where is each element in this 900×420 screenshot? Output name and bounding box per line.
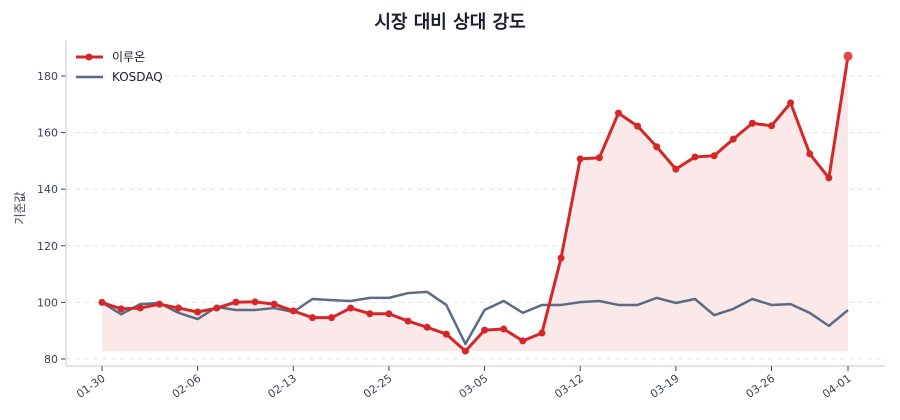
data-point-marker <box>806 150 814 158</box>
latest-point-marker <box>843 51 853 61</box>
data-point-marker <box>270 300 278 308</box>
data-point-marker <box>308 314 316 322</box>
area-fill <box>102 56 848 352</box>
data-point-marker <box>557 254 565 262</box>
data-point-marker <box>289 307 297 315</box>
x-tick-label: 01-30 <box>74 372 108 401</box>
x-tick-label: 02-13 <box>265 372 299 401</box>
data-point-marker <box>748 119 756 127</box>
gridlines <box>66 75 885 360</box>
x-tick-label: 03-19 <box>648 372 682 401</box>
data-point-marker <box>767 122 775 130</box>
data-point-marker <box>423 323 431 331</box>
x-tick-label: 03-26 <box>744 372 778 401</box>
chart-title: 시장 대비 상대 강도 <box>374 12 526 33</box>
y-tick-label: 180 <box>37 70 58 83</box>
data-point-marker <box>194 308 202 316</box>
x-tick-label: 04-01 <box>820 372 854 401</box>
data-point-marker <box>500 325 508 333</box>
y-tick-label: 140 <box>37 183 58 196</box>
x-tick-label: 02-25 <box>361 372 395 401</box>
data-point-marker <box>232 298 240 306</box>
data-point-marker <box>385 310 393 318</box>
stock-line <box>101 55 850 353</box>
data-point-marker <box>155 300 163 308</box>
data-point-marker <box>366 310 374 318</box>
data-point-marker <box>672 165 680 173</box>
y-axis-title: 기준값 <box>13 191 27 224</box>
data-point-marker <box>461 347 469 355</box>
series-lines <box>98 51 853 355</box>
data-point-marker <box>481 326 489 334</box>
data-point-marker <box>576 155 584 163</box>
data-point-marker <box>442 330 450 338</box>
data-point-marker <box>710 152 718 160</box>
data-point-marker <box>213 304 221 312</box>
data-point-marker <box>404 317 412 325</box>
stock-area <box>102 56 848 352</box>
data-point-marker <box>729 135 737 143</box>
y-tick-label: 100 <box>37 296 58 309</box>
data-point-marker <box>787 99 795 107</box>
legend-marker-icon <box>85 53 93 61</box>
data-point-marker <box>653 143 661 151</box>
data-point-marker <box>117 305 125 313</box>
data-point-marker <box>251 298 259 306</box>
data-point-marker <box>595 154 603 162</box>
data-point-marker <box>347 304 355 312</box>
legend-stock-label: 이루온 <box>112 50 145 64</box>
legend: 이루온 KOSDAQ <box>76 50 163 84</box>
y-tick-label: 80 <box>44 353 58 366</box>
y-tick-label: 120 <box>37 240 58 253</box>
x-tick-label: 03-05 <box>457 372 491 401</box>
data-point-marker <box>519 337 527 345</box>
data-point-marker <box>691 153 699 161</box>
data-point-marker <box>175 304 183 312</box>
data-point-marker <box>825 174 833 182</box>
legend-kosdaq-label: KOSDAQ <box>112 70 163 84</box>
x-tick-label: 02-06 <box>170 372 204 401</box>
kosdaq-line <box>101 290 849 346</box>
data-point-marker <box>634 122 642 130</box>
data-point-marker <box>98 298 106 306</box>
x-tick-label: 03-12 <box>552 372 586 401</box>
data-point-marker <box>328 314 336 322</box>
y-tick-label: 160 <box>37 127 58 140</box>
data-point-marker <box>538 329 546 337</box>
data-point-marker <box>614 109 622 117</box>
data-point-marker <box>136 304 144 312</box>
